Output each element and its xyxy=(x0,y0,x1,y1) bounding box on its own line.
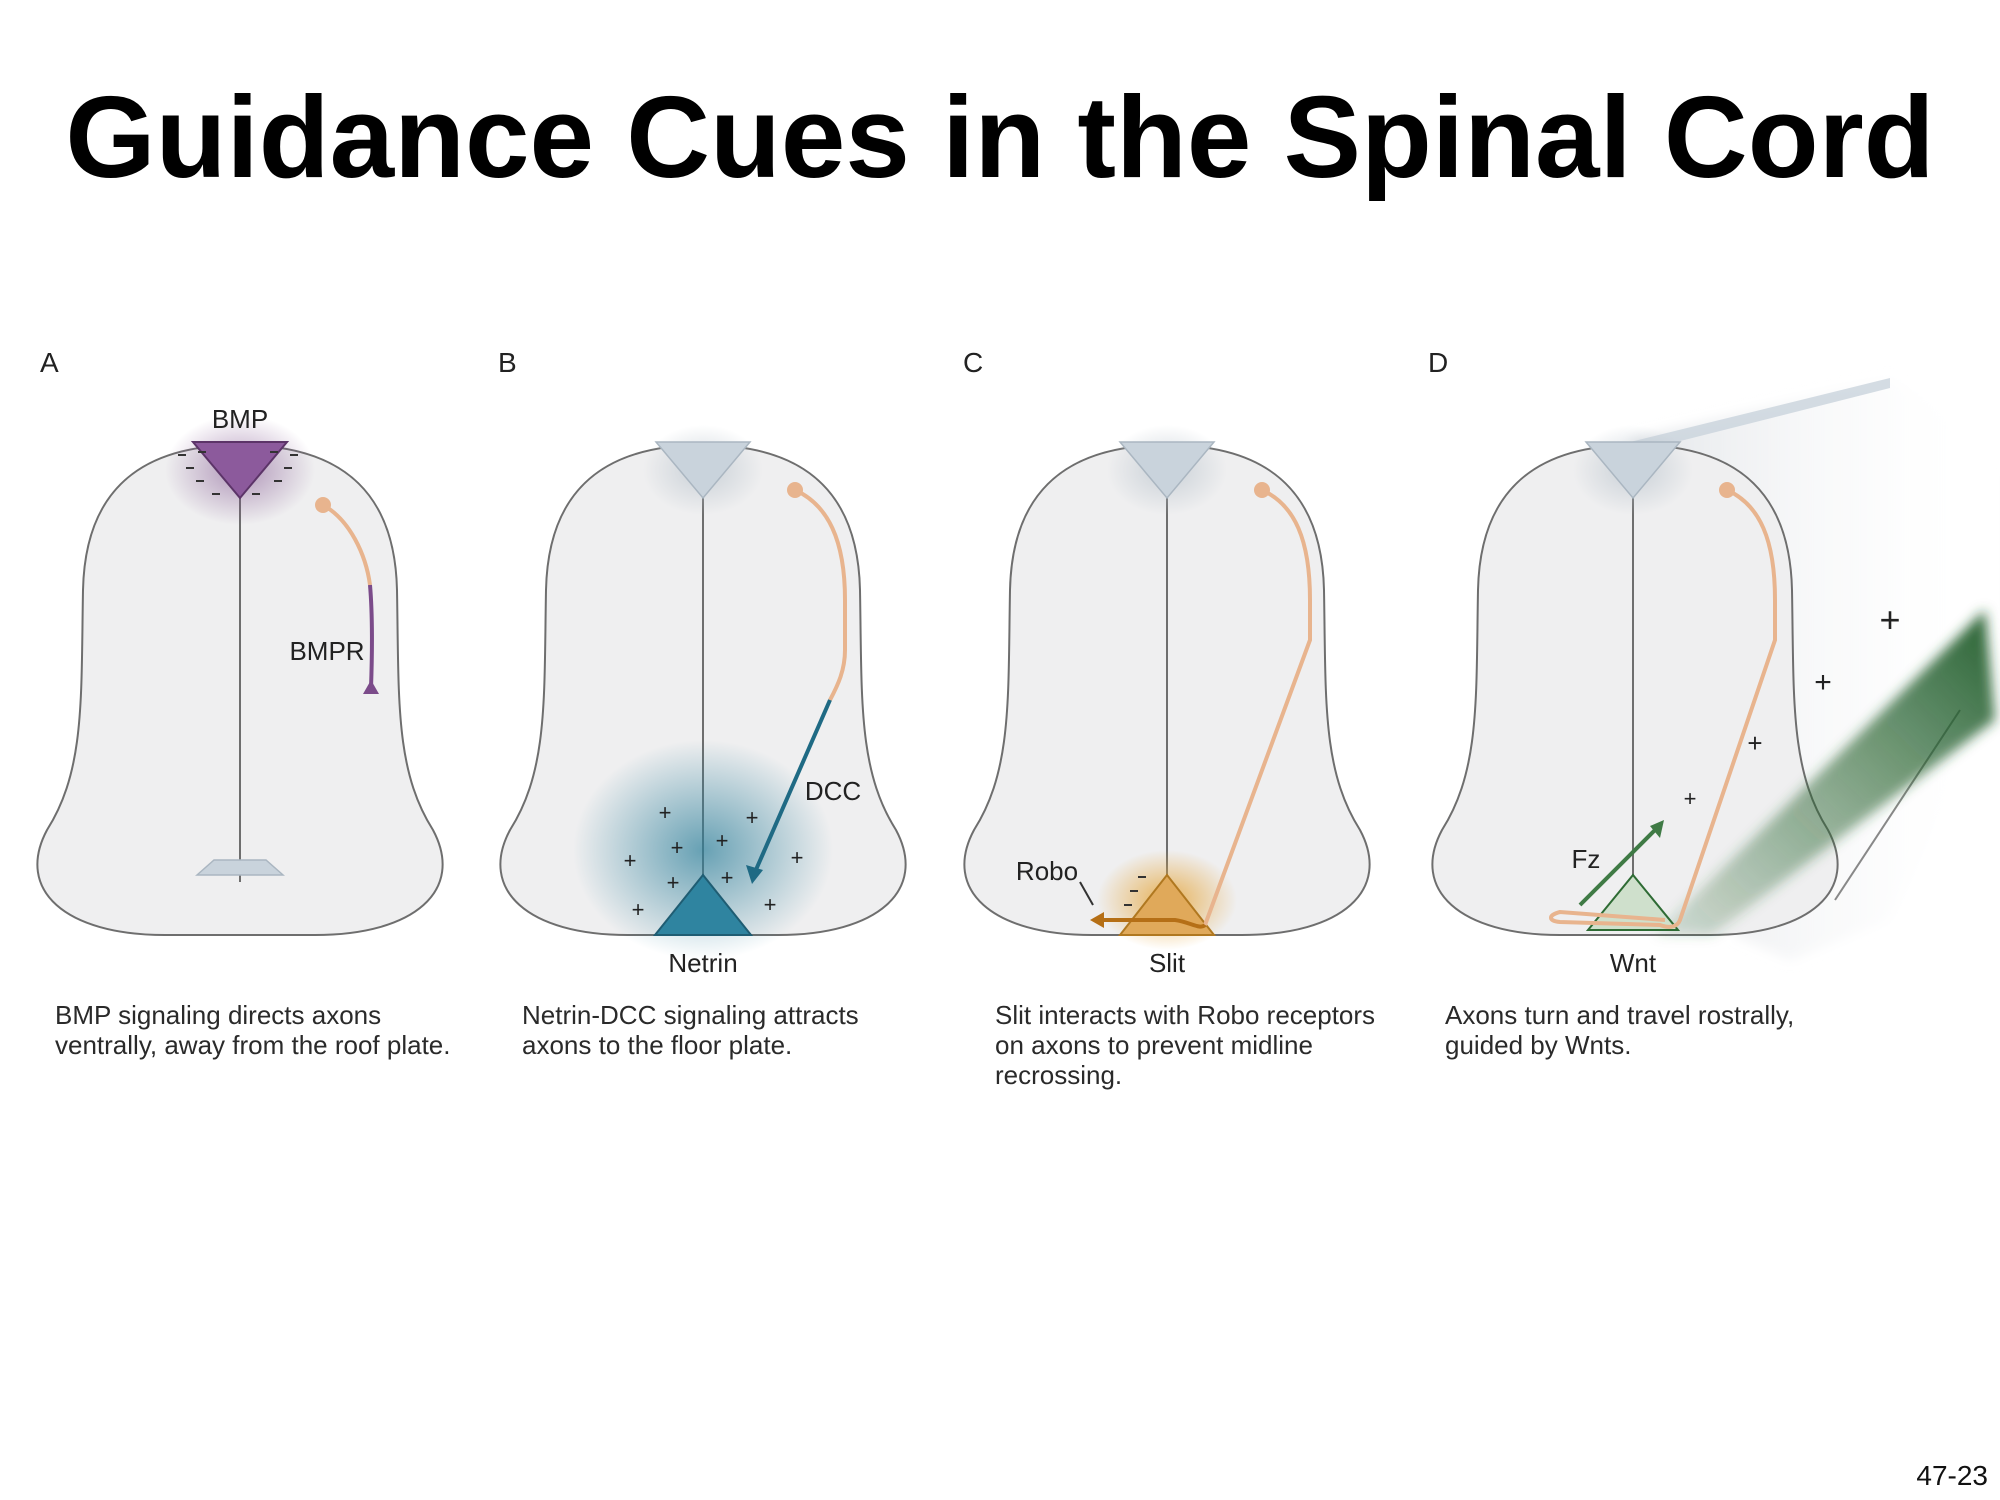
panel-b-letter: B xyxy=(498,347,517,378)
panel-c-caption: Slit interacts with Robo receptors on ax… xyxy=(995,1000,1376,1090)
panel-d: D + + + + Fz Wnt xyxy=(1428,347,2000,978)
panel-a: A BMP BMPR xyxy=(36,347,444,936)
plus-sign: + xyxy=(671,835,684,860)
bmp-minus-signs xyxy=(178,451,298,495)
wnt-label: Wnt xyxy=(1610,948,1657,978)
plus-sign: + xyxy=(1684,786,1697,811)
bmp-label: BMP xyxy=(212,404,268,434)
panel-d-letter: D xyxy=(1428,347,1448,378)
roof-plate xyxy=(1118,441,1216,500)
panel-d-axon xyxy=(1549,482,1777,929)
floor-plate-netrin xyxy=(652,873,754,936)
slit-label: Slit xyxy=(1149,948,1186,978)
panel-c-letter: C xyxy=(963,347,983,378)
panel-a-letter: A xyxy=(40,347,59,378)
plus-sign: + xyxy=(1747,728,1762,758)
panel-a-caption: BMP signaling directs axons ventrally, a… xyxy=(55,1000,451,1060)
floor-plate xyxy=(195,859,285,876)
panel-d-spinal-cord xyxy=(1431,444,1839,936)
panel-a-axon xyxy=(315,497,379,694)
plus-sign: + xyxy=(1814,666,1832,699)
bmpr-label: BMPR xyxy=(289,636,364,666)
panel-c-axon xyxy=(1090,482,1312,929)
roof-plate-bmp xyxy=(190,441,290,500)
wnt-plus-signs: + + + + xyxy=(1684,599,1901,811)
plus-sign: + xyxy=(624,848,637,873)
plus-sign: + xyxy=(721,865,734,890)
fz-label: Fz xyxy=(1572,844,1601,874)
netrin-plus-signs: + + + + + + + + + + xyxy=(624,800,804,922)
plus-sign: + xyxy=(791,845,804,870)
robo-label: Robo xyxy=(1016,856,1078,886)
dcc-label: DCC xyxy=(805,776,861,806)
plus-sign: + xyxy=(764,892,777,917)
panel-c-spinal-cord xyxy=(963,444,1371,936)
slit-minus-signs xyxy=(1124,876,1146,906)
roof-plate xyxy=(654,441,752,500)
panel-b-caption: Netrin-DCC signaling attracts axons to t… xyxy=(522,1000,859,1060)
roof-plate xyxy=(1584,441,1682,500)
panel-c: C Robo Slit xyxy=(963,347,1371,978)
plus-sign: + xyxy=(667,870,680,895)
page-number: 47-23 xyxy=(1916,1460,1988,1491)
panel-b-axon xyxy=(746,482,847,884)
wnt-gradient-band xyxy=(1655,610,1995,935)
plus-sign: + xyxy=(746,805,759,830)
page-title: Guidance Cues in the Spinal Cord xyxy=(65,72,1935,202)
plus-sign: + xyxy=(1879,599,1900,640)
plus-sign: + xyxy=(659,800,672,825)
panel-a-spinal-cord xyxy=(36,444,444,936)
robo-pointer xyxy=(1079,881,1094,906)
plus-sign: + xyxy=(632,897,645,922)
panel-d-caption: Axons turn and travel rostrally, guided … xyxy=(1445,1000,1795,1060)
panel-b: B + + + + + + + + + + DCC Netrin xyxy=(498,347,907,978)
plus-sign: + xyxy=(716,828,729,853)
netrin-label: Netrin xyxy=(668,948,737,978)
netrin-gradient xyxy=(573,740,833,960)
